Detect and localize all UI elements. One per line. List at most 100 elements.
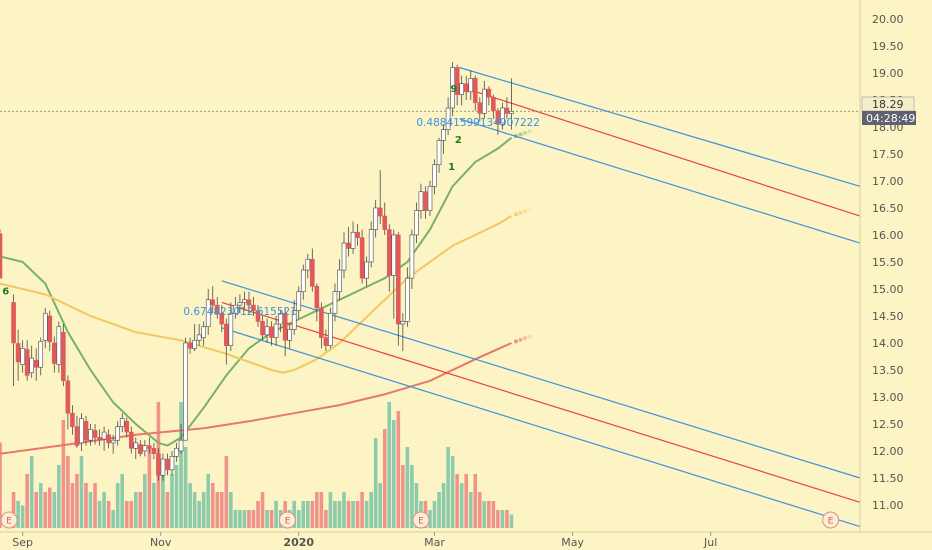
volume-bar [197,501,201,528]
candle-body [160,458,166,476]
candle-body [11,302,16,344]
candle-body [373,207,378,230]
volume-bar [84,483,88,528]
volume-bar [229,492,233,528]
candle-body [138,444,143,454]
earnings-marker-icon [822,511,840,529]
earnings-marker-icon [0,511,18,529]
volume-bar [382,429,387,528]
earnings-marker-label: E [828,517,834,527]
volume-bars [0,402,514,528]
candle-body [323,337,329,346]
candle-body [88,429,93,441]
candle-body [454,67,460,95]
volume-bar [97,501,102,528]
moving-average-line [0,136,513,447]
candle-body [255,310,261,322]
volume-bar [242,510,247,528]
candle-body [210,299,216,306]
candle-body [355,231,360,238]
volume-bar [369,492,373,528]
volume-bar [29,456,34,528]
candle-body [251,304,256,311]
volume-bar [305,501,310,528]
volume-bar [147,447,152,528]
volume-bar [391,420,396,528]
candle-body [201,326,206,338]
candle-body [83,420,89,441]
y-tick-label: 16.00 [872,229,904,242]
candle-body [400,321,406,325]
candle-body [242,299,247,303]
annotations: 0.674823012 615521 0.48841599134907222 9 2 1… [2,84,540,318]
candle-body [133,442,139,449]
candle-body [205,299,211,328]
volume-bar [192,492,197,528]
volume-bar [487,501,491,528]
candle-body [364,261,369,279]
earnings-marker-icon [412,511,430,529]
volume-bar [88,492,93,528]
y-tick-label: 15.00 [872,283,904,296]
volume-bar [16,501,20,528]
candle-body [74,426,80,446]
volume-bar [179,402,183,528]
volume-bar [201,492,206,528]
volume-bar [124,501,129,528]
volume-bar [410,465,414,528]
x-tick-label: Jul [703,536,717,549]
candle-body [368,229,374,263]
moving-average-projection-dot [523,130,528,135]
candle-body [142,445,148,452]
candle-body [169,456,175,471]
volume-bar [79,456,84,528]
candle-body [287,329,292,341]
volume-bar [174,465,179,528]
candle-body [15,343,21,363]
earnings-marker-label: E [285,517,291,527]
candle-body [396,234,401,325]
volume-bar [337,501,342,528]
candle-body [233,304,238,314]
price-axis[interactable]: 11.00 11.50 12.00 12.50 13.00 13.50 14.00 14.50… [859,0,904,532]
channel-line [459,85,861,217]
candle-body [423,191,428,211]
volume-bar [346,501,351,528]
time-axis[interactable]: Sep Nov 2020 Mar May Jul [0,531,932,549]
volume-bar [477,492,482,528]
volume-bar [450,456,455,528]
candle-body [42,312,48,341]
candle-body [264,326,270,336]
volume-bar [170,474,174,528]
candle-body [427,186,433,211]
candle-body [291,310,297,330]
candle-body [441,129,446,141]
price-badges: 18.29 04:28:49 [861,96,916,125]
candle-body [463,83,469,93]
candle-body [346,242,351,249]
candle-body [92,430,98,438]
volume-bar [351,501,355,528]
volume-bar [25,474,29,528]
volume-bar [43,492,48,528]
y-tick-label: 14.00 [872,337,904,350]
candle-body [504,107,510,114]
volume-bar [256,501,260,528]
volume-bar [292,501,297,528]
volume-bar [152,483,156,528]
y-tick-label: 16.50 [872,202,904,215]
volume-bar [274,501,278,528]
candle-body [115,426,120,441]
candle-body [219,312,225,325]
x-tick-label: May [561,536,584,549]
candle-body [156,453,161,476]
volume-bar [52,492,57,528]
volume-bar [11,492,16,528]
earnings-marker-icon [278,511,296,529]
candle-body [192,339,197,349]
candle-body [341,242,347,271]
chart-annotation-label: 0.674823012 615521 [183,306,297,318]
volume-bar [360,492,364,528]
